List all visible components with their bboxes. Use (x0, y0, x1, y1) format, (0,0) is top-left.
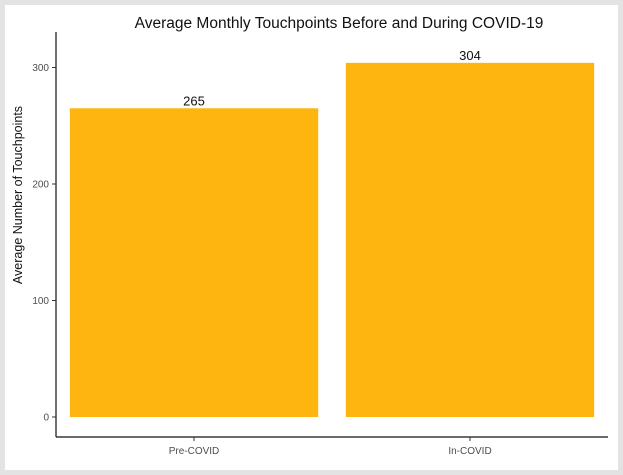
chart-title: Average Monthly Touchpoints Before and D… (135, 15, 544, 32)
x-tick-label: In-COVID (448, 446, 491, 457)
data-labels-layer: 265 304 (183, 48, 481, 108)
bar-chart: Average Monthly Touchpoints Before and D… (11, 15, 608, 457)
y-axis: 0 100 200 300 (32, 32, 57, 437)
bar-in-covid (345, 62, 595, 418)
data-label: 304 (459, 48, 481, 63)
y-tick-label: 100 (32, 296, 49, 307)
bars-layer (69, 62, 595, 418)
x-tick-label: Pre-COVID (169, 446, 220, 457)
y-tick-label: 0 (43, 413, 49, 424)
y-tick-label: 300 (32, 63, 49, 74)
y-tick-label: 200 (32, 180, 49, 191)
data-label: 265 (183, 93, 205, 108)
bar-pre-covid (69, 108, 319, 418)
y-axis-label: Average Number of Touchpoints (11, 106, 25, 284)
x-axis: Pre-COVID In-COVID (56, 436, 608, 457)
